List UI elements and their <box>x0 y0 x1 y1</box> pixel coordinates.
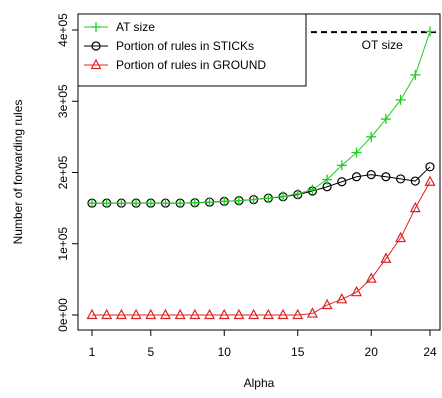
data-point-ground <box>115 308 127 320</box>
x-tick-label: 1 <box>89 345 96 359</box>
data-point-at-size <box>116 198 127 209</box>
data-point-ground <box>248 308 260 320</box>
data-point-ground <box>351 285 363 297</box>
legend-marker-ground <box>90 58 102 70</box>
data-point-ground <box>233 308 245 320</box>
data-point-at-size <box>380 114 391 125</box>
data-point-at-size <box>101 198 112 209</box>
data-point-ground <box>130 308 142 320</box>
data-point-sticks <box>410 176 420 186</box>
x-tick-label: 20 <box>365 345 379 359</box>
x-axis: 1 5 10 15 20 24 <box>89 330 437 359</box>
data-point-at-size <box>425 26 435 37</box>
data-point-at-size <box>87 198 97 209</box>
data-point-at-size <box>395 94 406 105</box>
data-point-at-size <box>175 198 186 209</box>
data-point-ground <box>395 231 407 243</box>
x-tick-label: 5 <box>147 345 154 359</box>
data-point-ground <box>159 308 171 320</box>
data-point-at-size <box>145 198 156 209</box>
y-tick-label: 4e+05 <box>56 13 70 47</box>
legend-box <box>77 13 307 87</box>
data-point-at-size <box>351 147 362 158</box>
data-point-at-size <box>248 194 259 205</box>
legend-label-at-size: AT size <box>116 20 155 34</box>
series-layer <box>86 26 436 320</box>
series-sticks <box>87 162 435 208</box>
data-point-ground <box>204 308 216 320</box>
data-point-at-size <box>233 195 244 206</box>
y-tick-label: 2e+05 <box>56 155 70 189</box>
data-point-ground <box>409 201 421 213</box>
data-point-sticks <box>337 177 347 187</box>
data-point-at-size <box>219 196 230 207</box>
data-point-ground <box>321 298 333 310</box>
data-point-ground <box>336 293 348 304</box>
data-point-at-size <box>131 198 142 209</box>
data-point-sticks <box>425 162 435 172</box>
data-point-sticks <box>396 174 406 184</box>
series-line-ground <box>92 181 431 316</box>
y-tick-label: 0e+00 <box>56 298 70 332</box>
data-point-at-size <box>410 69 421 80</box>
y-axis-title: Number of forwarding rules <box>11 100 25 245</box>
data-point-ground <box>424 175 436 186</box>
legend-marker-sticks <box>91 41 101 51</box>
legend-marker-at-size <box>91 22 101 32</box>
data-point-ground <box>262 308 274 320</box>
data-point-at-size <box>263 193 274 204</box>
y-tick-label: 3e+05 <box>56 84 70 118</box>
data-point-at-size <box>322 174 333 185</box>
x-tick-label: 24 <box>423 345 437 359</box>
data-point-at-size <box>336 160 347 171</box>
data-point-ground <box>365 272 377 283</box>
data-point-ground <box>101 308 113 320</box>
x-tick-label: 15 <box>291 345 305 359</box>
data-point-at-size <box>292 188 303 199</box>
series-line-sticks <box>92 166 431 204</box>
data-point-ground <box>145 308 157 320</box>
x-tick-label: 10 <box>218 345 232 359</box>
data-point-at-size <box>307 184 318 195</box>
y-tick-label: 1e+05 <box>56 227 70 261</box>
data-point-at-size <box>160 198 171 209</box>
x-axis-title: Alpha <box>244 376 275 390</box>
data-point-ground <box>189 308 201 320</box>
data-point-at-size <box>189 197 200 208</box>
data-point-at-size <box>366 131 377 142</box>
data-point-sticks <box>351 172 362 182</box>
data-point-ground <box>277 308 289 320</box>
series-ground <box>86 175 436 320</box>
data-point-ground <box>218 308 230 320</box>
data-point-ground <box>380 252 392 263</box>
data-point-ground <box>86 308 98 320</box>
legend-label-ground: Portion of rules in GROUND <box>116 58 266 72</box>
data-point-ground <box>292 308 304 320</box>
legend-label-sticks: Portion of rules in STICKs <box>116 39 254 53</box>
data-point-at-size <box>204 197 215 208</box>
data-point-sticks <box>381 172 391 182</box>
data-point-ground <box>306 307 318 318</box>
data-point-sticks <box>366 170 376 180</box>
reference-lines: OT size <box>310 31 436 52</box>
y-axis: 0e+00 1e+05 2e+05 3e+05 4e+05 <box>56 13 78 332</box>
data-point-ground <box>174 308 186 320</box>
legend: AT size Portion of rules in STICKs Portion… <box>77 13 307 87</box>
data-point-at-size <box>278 191 289 202</box>
ot-size-label: OT size <box>362 38 403 52</box>
series-at-size <box>87 26 435 209</box>
